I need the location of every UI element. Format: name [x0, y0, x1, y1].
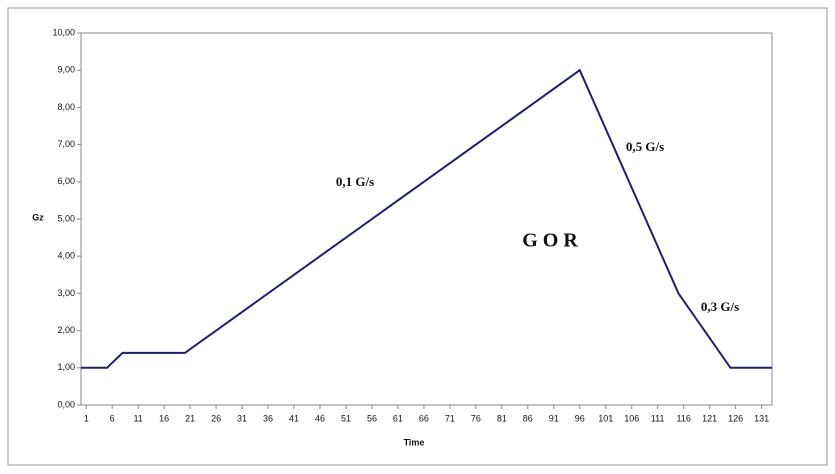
x-tick-label: 86: [523, 413, 533, 423]
annotation: 0,1 G/s: [336, 174, 374, 189]
y-tick-label: 8,00: [57, 102, 75, 112]
y-tick-label: 7,00: [57, 139, 75, 149]
x-tick-label: 111: [651, 413, 665, 423]
y-tick-label: 4,00: [57, 251, 75, 261]
x-tick-label: 126: [728, 413, 743, 423]
x-tick-label: 6: [110, 413, 115, 423]
x-tick-label: 71: [445, 413, 455, 423]
x-axis-label: Time: [404, 437, 425, 447]
annotation: G O R: [522, 230, 578, 252]
y-tick-label: 0,00: [57, 399, 75, 409]
x-tick-label: 41: [289, 413, 299, 423]
x-tick-label: 66: [419, 413, 429, 423]
x-tick-label: 101: [598, 413, 613, 423]
x-tick-label: 51: [341, 413, 351, 423]
y-axis-label: Gz: [32, 212, 44, 222]
x-tick-label: 16: [159, 413, 169, 423]
y-tick-label: 9,00: [57, 65, 75, 75]
y-tick-label: 10,00: [52, 27, 75, 37]
x-tick-label: 46: [315, 413, 325, 423]
annotation: 0,3 G/s: [701, 299, 739, 314]
x-tick-label: 76: [471, 413, 481, 423]
x-tick-label: 21: [185, 413, 195, 423]
y-tick-label: 3,00: [57, 288, 75, 298]
chart-frame: [7, 7, 828, 466]
x-tick-label: 11: [133, 413, 142, 423]
data-line: [81, 68, 772, 369]
x-tick-label: 106: [624, 413, 639, 423]
x-tick-label: 81: [497, 413, 507, 423]
annotation: 0,5 G/s: [626, 139, 664, 154]
y-tick-label: 2,00: [57, 325, 75, 335]
y-tick-label: 5,00: [57, 213, 75, 223]
x-tick-label: 91: [549, 413, 559, 423]
x-tick-label: 36: [263, 413, 273, 423]
x-tick-label: 96: [575, 413, 585, 423]
x-tick-label: 1: [84, 413, 89, 423]
x-tick-label: 121: [702, 413, 717, 423]
x-tick-label: 61: [393, 413, 403, 423]
x-tick-label: 116: [676, 413, 690, 423]
y-tick-label: 1,00: [57, 362, 75, 372]
x-tick-label: 131: [754, 413, 769, 423]
y-tick-label: 6,00: [57, 176, 75, 186]
x-tick-label: 56: [367, 413, 377, 423]
x-tick-label: 31: [237, 413, 247, 423]
x-tick-label: 26: [211, 413, 221, 423]
